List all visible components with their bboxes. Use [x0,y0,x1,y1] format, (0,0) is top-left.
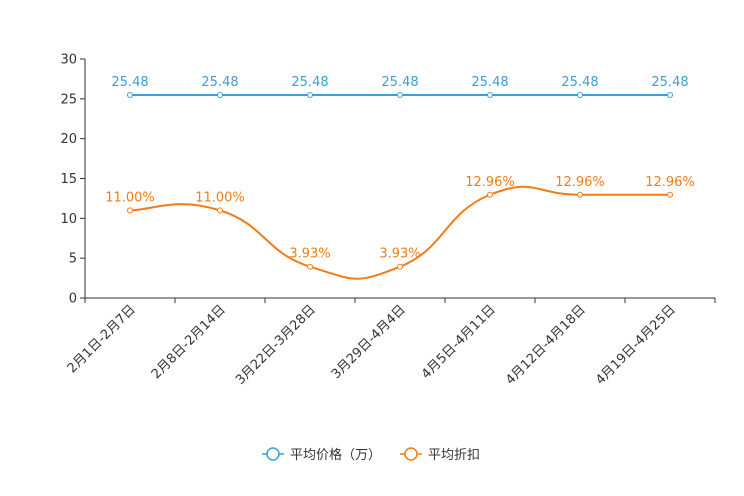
x-tick-label: 3月22日-3月28日 [233,302,319,388]
data-point [397,263,403,270]
data-point [397,92,403,99]
data-label: 25.48 [651,75,688,90]
legend-marker-icon [266,447,280,461]
data-point [217,92,223,99]
data-label: 3.93% [289,247,330,262]
x-tick-label: 3月29日-4月4日 [329,302,409,382]
data-label: 25.48 [561,75,598,90]
data-point [307,92,313,99]
data-point [667,92,673,99]
legend-marker-icon [404,447,418,461]
x-tick-label: 2月8日-2月14日 [149,302,229,382]
data-label: 11.00% [195,190,245,205]
x-axis-ticks: 2月1日-2月7日 2月8日-2月14日 3月22日-3月28日 3月29日-4月4日… [65,298,716,388]
legend-label: 平均折扣 [428,448,480,463]
data-label: 12.96% [645,175,695,190]
data-label: 11.00% [105,190,155,205]
y-tick-label: 10 [60,212,77,227]
data-point [667,191,673,198]
data-label: 12.96% [465,175,515,190]
data-label: 25.48 [291,75,328,90]
data-point [127,92,133,99]
legend[interactable]: 平均价格（万） 平均折扣 [262,447,480,463]
data-point [577,92,583,99]
x-tick-label: 4月19日-4月25日 [593,302,679,388]
data-point [217,207,223,214]
data-label: 12.96% [555,175,605,190]
data-point [307,263,313,270]
data-label: 25.48 [201,75,238,90]
data-label: 3.93% [379,247,420,262]
data-point [577,191,583,198]
y-tick-label: 15 [60,172,77,187]
y-tick-label: 20 [60,132,77,147]
x-tick-label: 4月5日-4月11日 [419,302,499,382]
x-tick-label: 4月12日-4月18日 [503,302,589,388]
data-point [487,92,493,99]
y-tick-label: 0 [69,292,77,307]
data-label: 25.48 [471,75,508,90]
x-tick-label: 2月1日-2月7日 [65,302,139,376]
y-tick-label: 30 [60,53,77,68]
series-group [127,92,673,280]
data-labels: 25.48 25.48 25.48 25.48 25.48 25.48 25.48 11.00… [105,75,695,262]
y-tick-label: 25 [60,92,77,107]
legend-item-1[interactable]: 平均折扣 [400,447,480,463]
legend-label: 平均价格（万） [290,447,381,463]
data-point [127,207,133,214]
y-axis-ticks: 0 5 10 15 20 25 30 [60,53,85,307]
legend-item-0[interactable]: 平均价格（万） [262,447,381,463]
data-point [487,191,493,198]
data-label: 25.48 [381,75,418,90]
y-tick-label: 5 [69,252,77,267]
data-label: 25.48 [111,75,148,90]
